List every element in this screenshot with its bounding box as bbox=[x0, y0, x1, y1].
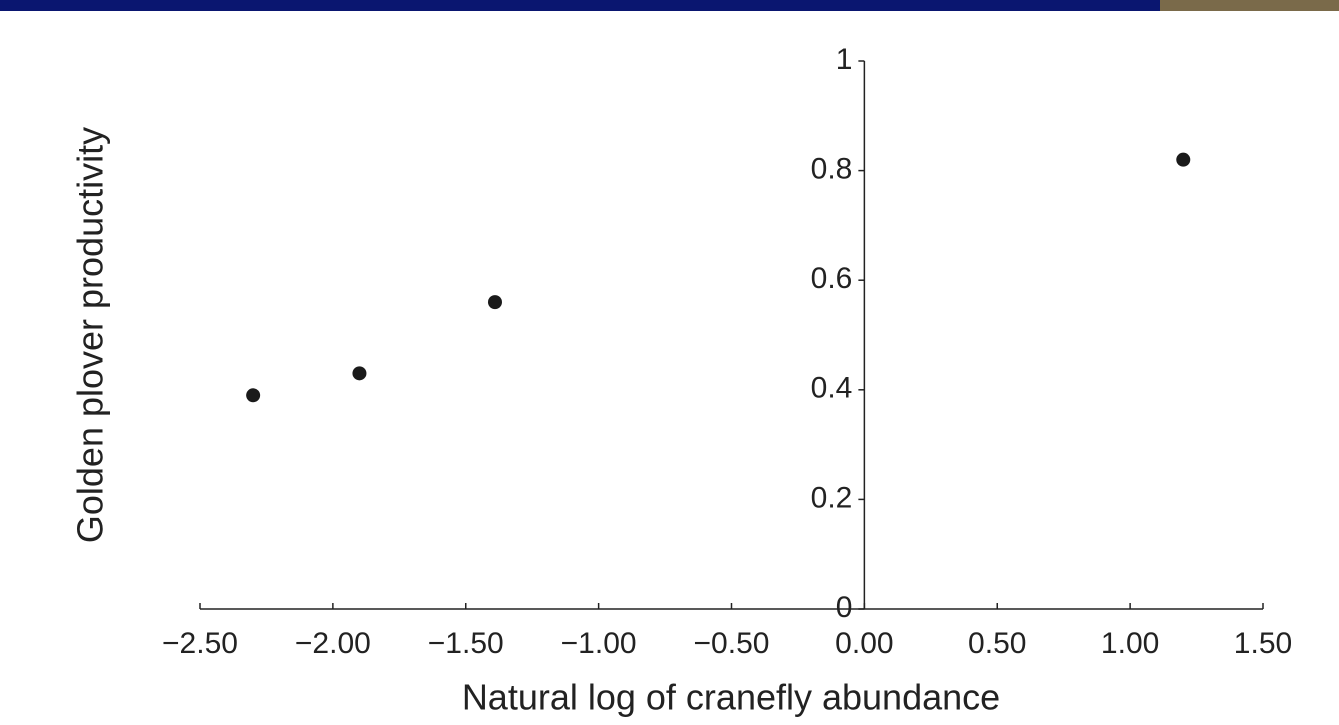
y-tick-label: 1 bbox=[836, 43, 853, 76]
x-tick-label: −2.00 bbox=[295, 627, 371, 660]
point bbox=[487, 295, 502, 310]
y-tick-label: 0.2 bbox=[811, 481, 853, 514]
x-tick-label: −1.00 bbox=[561, 627, 637, 660]
x-tick-label: 0.50 bbox=[968, 627, 1026, 660]
point bbox=[352, 366, 367, 381]
x-tick-label: 0.00 bbox=[835, 627, 893, 660]
y-tick-label: 0.8 bbox=[811, 153, 853, 186]
x-tick-label: −0.50 bbox=[694, 627, 770, 660]
x-tick-label: −2.50 bbox=[162, 627, 238, 660]
x-axis-title: Natural log of cranefly abundance bbox=[462, 677, 1000, 718]
point bbox=[1176, 152, 1191, 167]
x-tick-label: 1.00 bbox=[1101, 627, 1159, 660]
y-tick-label: 0.6 bbox=[811, 262, 853, 295]
y-tick-label: 0 bbox=[836, 591, 853, 624]
y-axis-title: Golden plover productivity bbox=[70, 127, 111, 543]
point bbox=[246, 388, 261, 403]
x-tick-label: −1.50 bbox=[428, 627, 504, 660]
x-tick-label: 1.50 bbox=[1234, 627, 1292, 660]
header-bar bbox=[0, 0, 1160, 11]
header-image bbox=[1160, 0, 1339, 11]
y-tick-label: 0.4 bbox=[811, 372, 853, 405]
